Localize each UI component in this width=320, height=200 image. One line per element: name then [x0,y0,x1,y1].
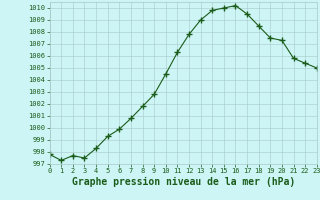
X-axis label: Graphe pression niveau de la mer (hPa): Graphe pression niveau de la mer (hPa) [72,177,295,187]
